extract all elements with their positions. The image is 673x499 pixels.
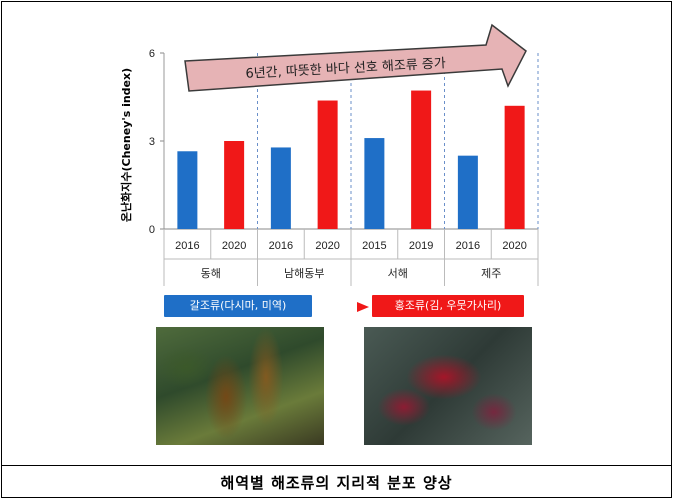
x-year-label: 2016 [456,240,480,252]
x-year-label: 2019 [409,240,433,252]
x-group-label: 제주 [481,267,501,280]
legend-brown-algae: 갈조류(다시마, 미역) [164,295,312,317]
y-tick-label: 0 [149,224,155,236]
legend-red-algae: 홍조류(김, 우뭇가사리) [372,295,524,317]
x-year-label: 2016 [269,240,293,252]
bar-남해동부-2020 [317,100,338,230]
y-tick-label: 3 [149,136,155,148]
x-group-label: 서해 [388,266,408,280]
y-axis-label: 온난화지수(Cheney's index) [119,68,133,222]
x-year-label: 2016 [175,240,199,252]
bar-제주-2016 [457,155,478,229]
x-group-label: 동해 [201,266,221,280]
x-year-label: 2020 [222,240,246,252]
caption-bar: 해역별 해조류의 지리적 분포 양상 [2,465,671,498]
brown-algae-photo [156,327,324,445]
legend-arrow-icon [317,302,369,312]
bar-서해-2015 [364,138,385,229]
bar-동해-2016 [177,151,198,229]
x-group-label: 남해동부 [284,266,324,280]
figure-caption: 해역별 해조류의 지리적 분포 양상 [220,474,453,492]
x-year-label: 2020 [502,240,526,252]
annotation-arrow [184,23,527,92]
x-year-label: 2015 [362,240,386,252]
red-algae-photo [364,327,532,445]
bar-동해-2020 [224,141,245,229]
bar-제주-2020 [504,105,525,229]
bar-남해동부-2016 [270,147,291,229]
bar-chart: 0 3 6 온난화지수(Cheney's index) 2016 2020 동해 2016 20… [119,23,539,286]
x-year-label: 2020 [315,240,339,252]
bar-서해-2019 [411,90,432,230]
y-tick-label: 6 [149,48,155,60]
